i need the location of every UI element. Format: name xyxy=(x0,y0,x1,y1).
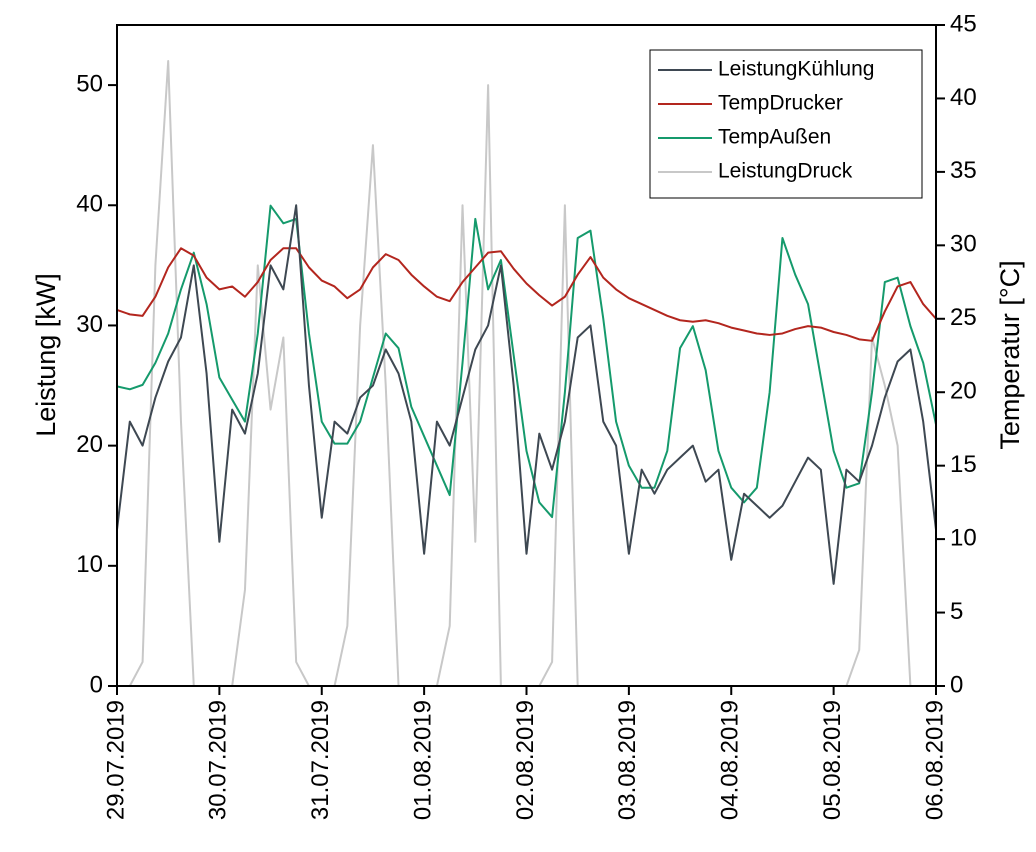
legend-label: LeistungDruck xyxy=(718,160,853,183)
x-tick-label: 03.08.2019 xyxy=(614,700,641,820)
y2-tick-label: 45 xyxy=(950,10,977,37)
y2-tick-label: 40 xyxy=(950,84,977,111)
legend-label: TempDrucker xyxy=(718,92,843,115)
y-tick-label: 50 xyxy=(76,70,103,97)
x-tick-label: 29.07.2019 xyxy=(102,700,129,820)
y-tick-label: 10 xyxy=(76,551,103,578)
x-tick-label: 31.07.2019 xyxy=(307,700,334,820)
y2-tick-label: 0 xyxy=(950,671,963,698)
y-tick-label: 0 xyxy=(90,671,103,698)
y2-tick-label: 15 xyxy=(950,451,977,478)
y-tick-label: 20 xyxy=(76,431,103,458)
x-tick-label: 05.08.2019 xyxy=(819,700,846,820)
y2-tick-label: 30 xyxy=(950,231,977,258)
y2-tick-label: 25 xyxy=(950,304,977,331)
legend-box xyxy=(649,49,923,199)
y2-tick-label: 20 xyxy=(950,378,977,405)
series-line xyxy=(116,204,937,585)
y-tick-label: 40 xyxy=(76,191,103,218)
series-line xyxy=(116,204,937,519)
x-tick-label: 04.08.2019 xyxy=(717,700,744,820)
y-axis-title: Leistung [kW] xyxy=(31,273,61,437)
y-tick-label: 30 xyxy=(76,311,103,338)
series-line xyxy=(116,247,937,342)
legend-label: TempAußen xyxy=(718,126,831,149)
legend-label: LeistungKühlung xyxy=(718,58,874,81)
y2-axis-title: Temperatur [°C] xyxy=(995,260,1025,449)
x-tick-label: 02.08.2019 xyxy=(512,700,539,820)
y2-tick-label: 35 xyxy=(950,157,977,184)
x-tick-label: 01.08.2019 xyxy=(409,700,436,820)
x-tick-label: 06.08.2019 xyxy=(921,700,948,820)
y2-tick-label: 10 xyxy=(950,524,977,551)
y2-tick-label: 5 xyxy=(950,598,963,625)
x-tick-label: 30.07.2019 xyxy=(205,700,232,820)
